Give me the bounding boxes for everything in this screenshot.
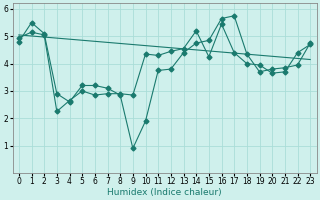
X-axis label: Humidex (Indice chaleur): Humidex (Indice chaleur): [107, 188, 222, 197]
